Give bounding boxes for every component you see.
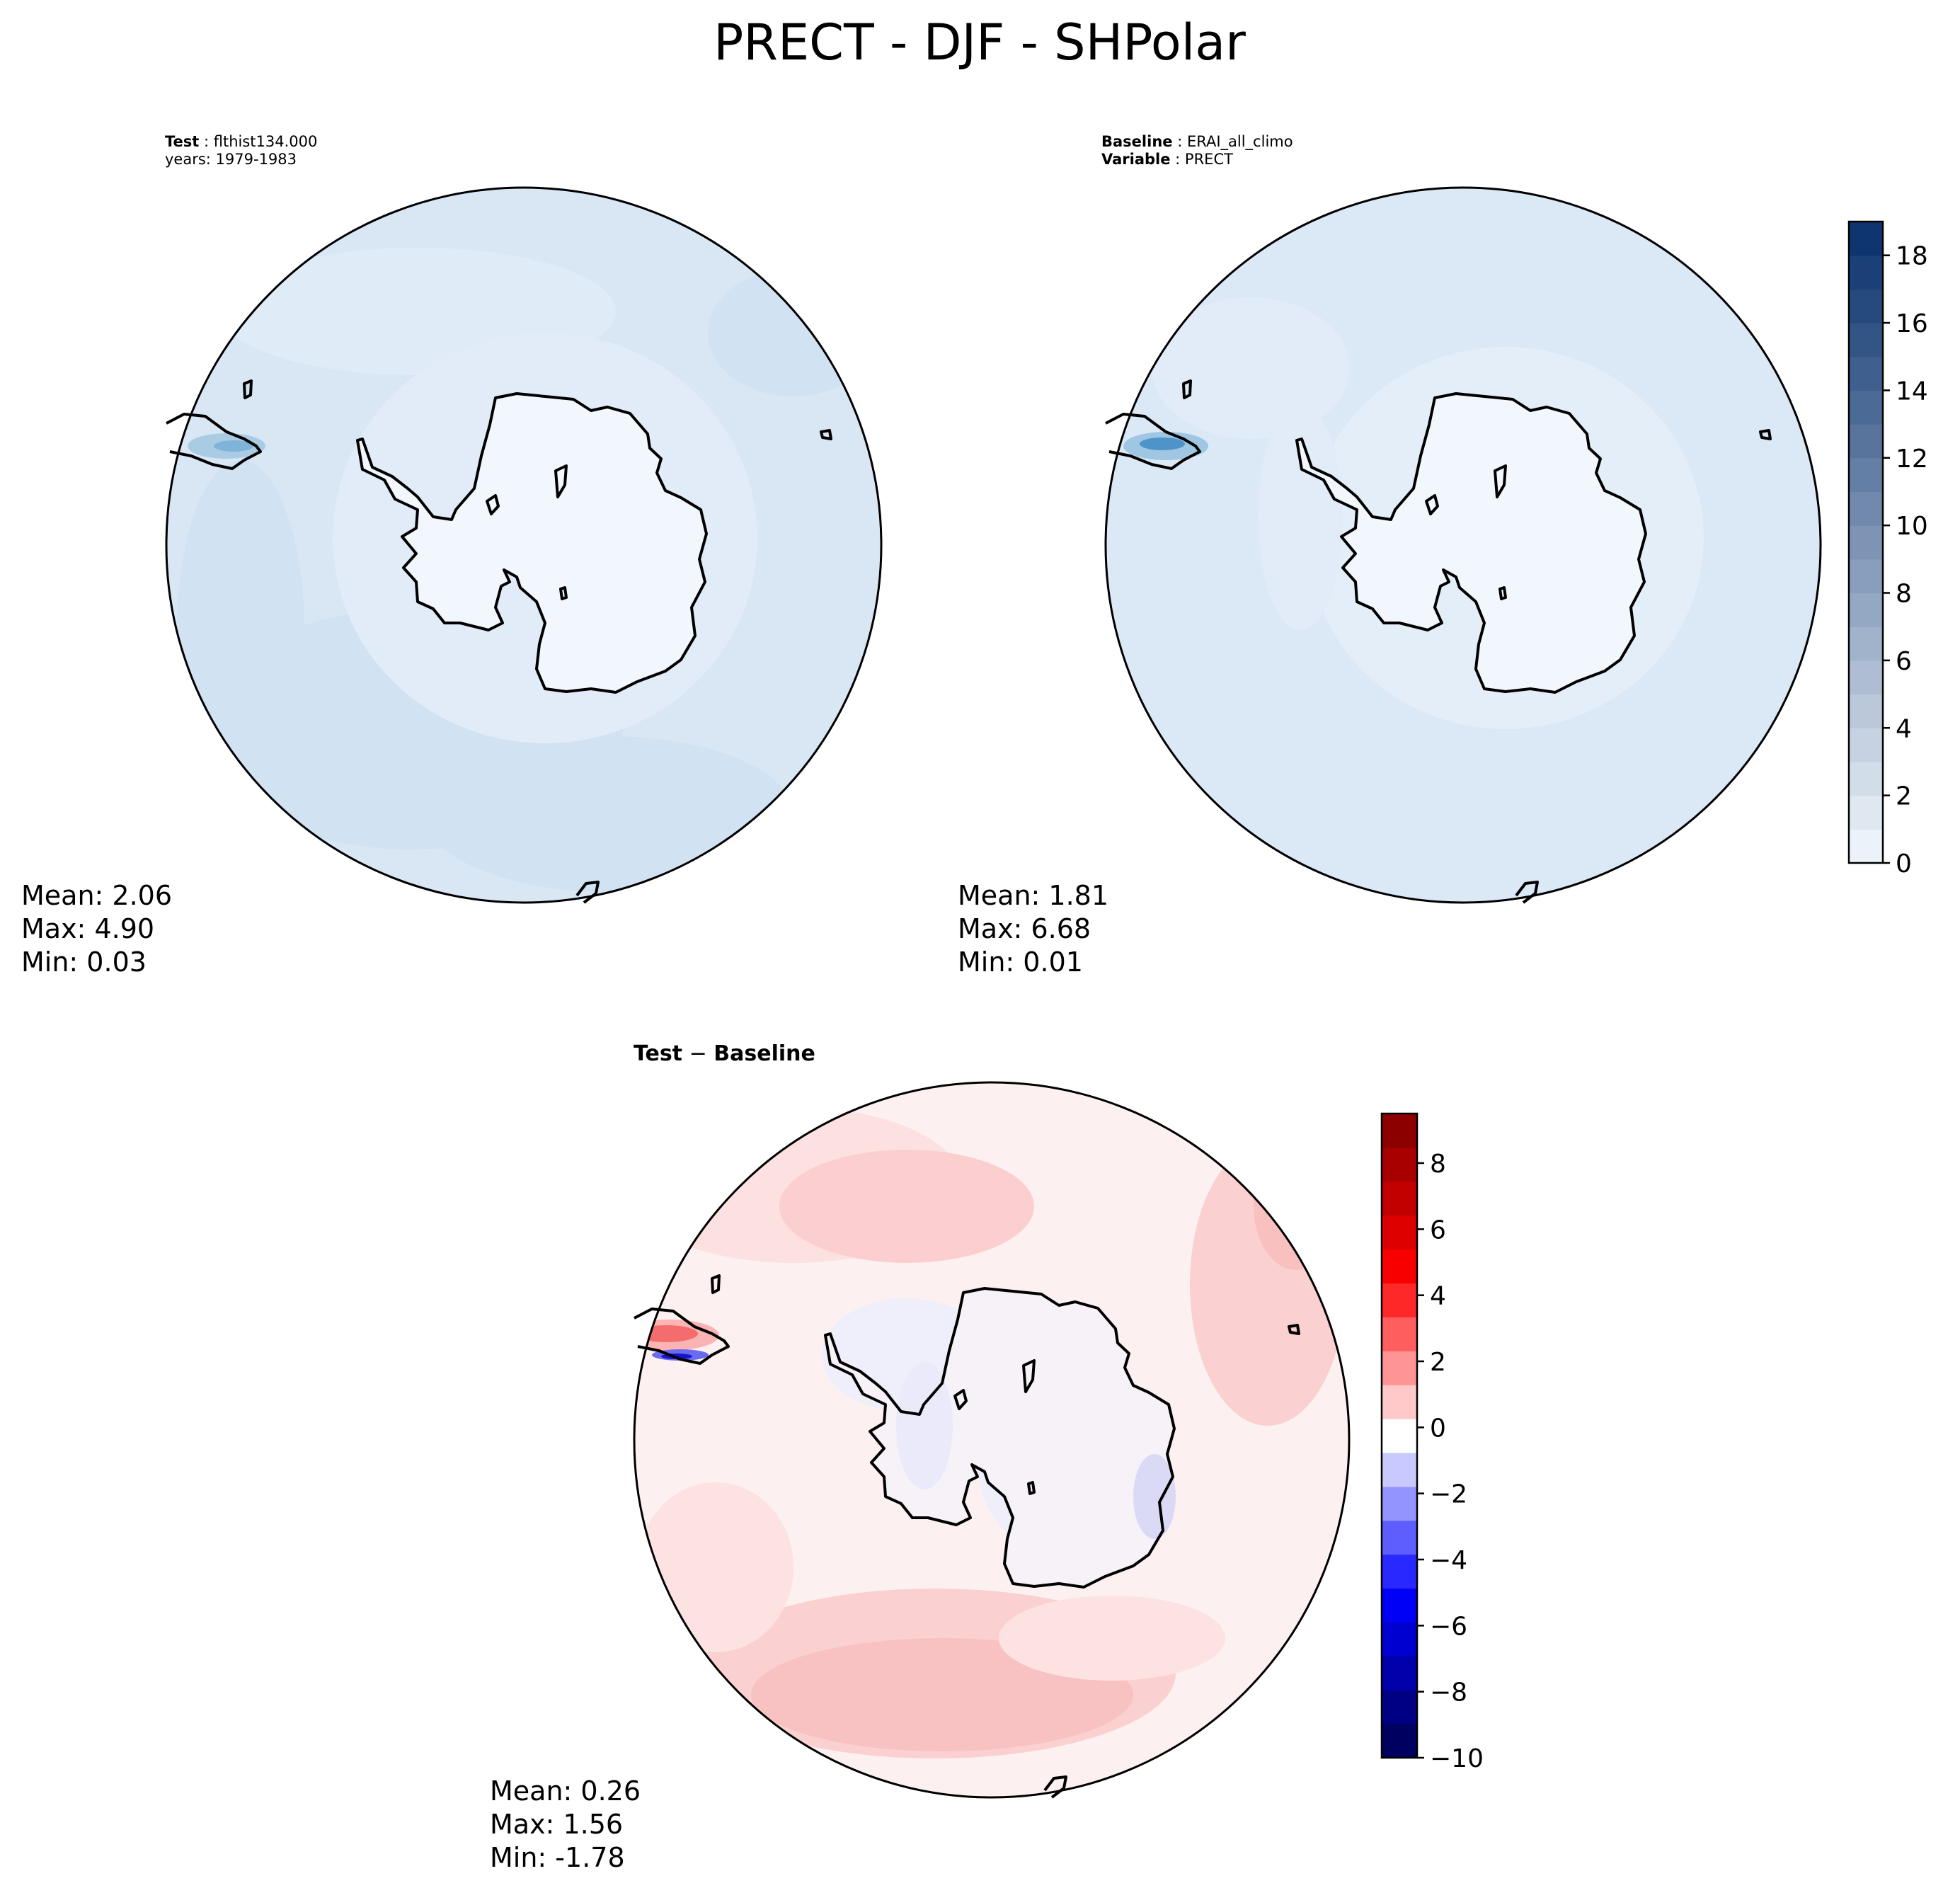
precip-colorbar-swatch bbox=[1849, 627, 1883, 661]
difference-colorbar-tick-label: 2 bbox=[1430, 1348, 1446, 1377]
precip-colorbar-swatch bbox=[1849, 660, 1883, 695]
baseline-variable-value: PRECT bbox=[1185, 151, 1233, 168]
test-header-label: Test bbox=[165, 133, 199, 150]
figure-title: PRECT - DJF - SHPolar bbox=[713, 13, 1246, 71]
difference-colorbar-swatch bbox=[1382, 1147, 1417, 1182]
difference-panel: Test − Baseline bbox=[490, 1041, 1484, 1873]
difference-colorbar: −10 −8 −6 −4 −2 0 2 4 6 8 bbox=[1380, 1112, 1484, 1773]
difference-title: Test − Baseline bbox=[634, 1041, 815, 1066]
difference-colorbar-swatch bbox=[1382, 1690, 1417, 1724]
test-map-frame bbox=[165, 186, 883, 904]
difference-map-frame bbox=[633, 1081, 1351, 1799]
difference-colorbar-swatch bbox=[1382, 1283, 1417, 1317]
difference-colorbar-tick-label: −2 bbox=[1430, 1480, 1467, 1509]
difference-colorbar-tick-label: 0 bbox=[1430, 1414, 1446, 1443]
difference-colorbar-swatch bbox=[1382, 1114, 1417, 1148]
difference-title-right: Baseline bbox=[713, 1041, 815, 1066]
difference-colorbar-swatch bbox=[1382, 1317, 1417, 1351]
test-min: Min: 0.03 bbox=[21, 946, 147, 978]
precip-colorbar-frame bbox=[1847, 220, 1884, 864]
precip-colorbar-swatch bbox=[1849, 559, 1883, 594]
difference-colorbar-swatch bbox=[1382, 1452, 1417, 1487]
difference-colorbar-tick-label: −10 bbox=[1430, 1744, 1484, 1773]
difference-colorbar-swatch bbox=[1382, 1520, 1417, 1555]
baseline-variable: Variable : PRECT bbox=[1101, 151, 1233, 168]
precip-colorbar-swatch bbox=[1849, 525, 1883, 560]
baseline-panel: Baseline : ERAI_all_climo Variable : PRE… bbox=[958, 133, 1928, 978]
difference-colorbar-swatch bbox=[1382, 1554, 1417, 1589]
difference-map bbox=[634, 1082, 1349, 1797]
precip-colorbar-tick-label: 2 bbox=[1896, 782, 1912, 811]
baseline-mean: Mean: 1.81 bbox=[958, 880, 1108, 911]
precip-colorbar-swatch bbox=[1849, 593, 1883, 627]
difference-colorbar-tick-label: −6 bbox=[1430, 1612, 1467, 1641]
test-max: Max: 4.90 bbox=[21, 913, 154, 944]
difference-colorbar-tick-label: 8 bbox=[1430, 1150, 1446, 1179]
baseline-header-label: Baseline bbox=[1101, 133, 1173, 150]
test-years: years: 1979-1983 bbox=[165, 151, 297, 168]
baseline-map-frame bbox=[1104, 186, 1822, 904]
precip-colorbar-tick-label: 12 bbox=[1896, 445, 1928, 474]
test-header: Test : flthist134.000 bbox=[165, 133, 317, 150]
precip-colorbar: 0 2 4 6 8 10 12 14 16 18 bbox=[1847, 220, 1928, 879]
baseline-variable-label: Variable bbox=[1101, 151, 1170, 168]
difference-max: Max: 1.56 bbox=[490, 1809, 623, 1840]
difference-title-left: Test bbox=[634, 1041, 682, 1066]
test-panel: Test : flthist134.000 years: 1979-1983 M… bbox=[21, 133, 883, 978]
precip-colorbar-swatch bbox=[1849, 289, 1883, 324]
precip-colorbar-swatch bbox=[1849, 457, 1883, 493]
precip-colorbar-swatch bbox=[1849, 761, 1883, 796]
precip-colorbar-swatch bbox=[1849, 323, 1883, 357]
precip-colorbar-tick-label: 4 bbox=[1896, 714, 1912, 743]
precip-colorbar-tick-label: 8 bbox=[1896, 580, 1912, 609]
precip-colorbar-tick-label: 14 bbox=[1896, 377, 1928, 406]
baseline-header-value: ERAI_all_climo bbox=[1187, 133, 1293, 151]
difference-colorbar-frame bbox=[1380, 1112, 1419, 1759]
difference-colorbar-swatch bbox=[1382, 1181, 1417, 1216]
precip-colorbar-swatch bbox=[1849, 390, 1883, 425]
difference-colorbar-tick-label: 4 bbox=[1430, 1282, 1446, 1311]
precip-colorbar-tick-label: 18 bbox=[1896, 242, 1928, 271]
precip-colorbar-swatch bbox=[1849, 255, 1883, 290]
difference-colorbar-swatch bbox=[1382, 1622, 1417, 1657]
baseline-min: Min: 0.01 bbox=[958, 946, 1083, 978]
difference-colorbar-swatch bbox=[1382, 1486, 1417, 1521]
precip-colorbar-swatch bbox=[1849, 694, 1883, 728]
difference-mean: Mean: 0.26 bbox=[490, 1775, 641, 1807]
difference-colorbar-swatch bbox=[1382, 1419, 1417, 1453]
precip-colorbar-swatch bbox=[1849, 356, 1883, 391]
precip-colorbar-swatch bbox=[1849, 491, 1883, 526]
precip-colorbar-tick-label: 0 bbox=[1896, 849, 1912, 879]
precip-colorbar-swatch bbox=[1849, 795, 1883, 830]
precip-colorbar-swatch bbox=[1849, 728, 1883, 762]
test-header-value: flthist134.000 bbox=[214, 133, 318, 150]
difference-min: Min: -1.78 bbox=[490, 1842, 625, 1873]
difference-colorbar-tick-label: −8 bbox=[1430, 1678, 1467, 1707]
precip-colorbar-swatch bbox=[1849, 829, 1883, 864]
difference-colorbar-swatch bbox=[1382, 1724, 1417, 1758]
difference-colorbar-tick-label: −4 bbox=[1430, 1546, 1467, 1575]
baseline-max: Max: 6.68 bbox=[958, 913, 1091, 944]
baseline-map bbox=[1106, 188, 1821, 903]
precip-colorbar-swatch bbox=[1849, 222, 1883, 256]
baseline-header: Baseline : ERAI_all_climo bbox=[1101, 133, 1293, 151]
test-mean: Mean: 2.06 bbox=[21, 880, 172, 911]
precip-colorbar-swatch bbox=[1849, 424, 1883, 459]
difference-colorbar-tick-label: 6 bbox=[1430, 1215, 1446, 1245]
difference-colorbar-swatch bbox=[1382, 1215, 1417, 1250]
difference-colorbar-swatch bbox=[1382, 1249, 1417, 1284]
test-map bbox=[166, 188, 881, 903]
difference-colorbar-swatch bbox=[1382, 1351, 1417, 1385]
precip-colorbar-tick-label: 10 bbox=[1896, 512, 1928, 541]
precip-colorbar-tick-label: 16 bbox=[1896, 309, 1928, 338]
difference-colorbar-swatch bbox=[1382, 1385, 1417, 1419]
precip-colorbar-tick-label: 6 bbox=[1896, 647, 1912, 676]
difference-colorbar-swatch bbox=[1382, 1656, 1417, 1690]
difference-colorbar-swatch bbox=[1382, 1588, 1417, 1623]
